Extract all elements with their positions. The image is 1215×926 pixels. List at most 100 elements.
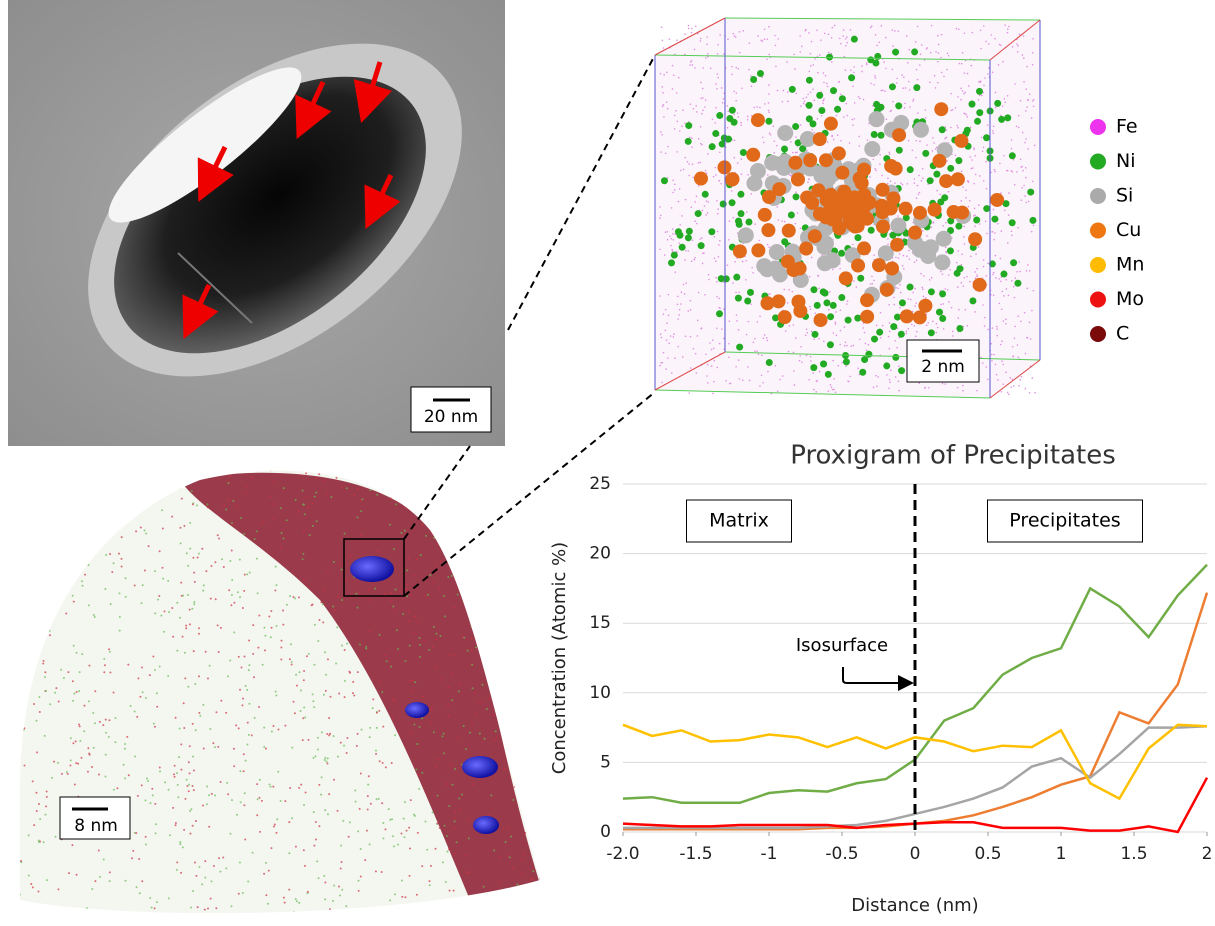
atom-dot <box>248 734 250 736</box>
cu-atom <box>819 153 833 167</box>
atom-dot <box>184 652 186 654</box>
atom-dot <box>64 526 66 528</box>
fe-atom <box>672 192 674 194</box>
fe-atom <box>994 232 996 234</box>
atom-dot <box>259 831 261 833</box>
atom-dot <box>88 753 90 755</box>
fe-atom <box>922 288 924 290</box>
fe-atom <box>697 320 699 322</box>
fe-atom <box>728 320 730 322</box>
atom-dot <box>124 777 126 779</box>
fe-atom <box>674 128 676 130</box>
atom-dot <box>52 463 54 465</box>
atom-dot <box>406 459 408 461</box>
atom-dot <box>77 763 79 765</box>
atom-dot <box>70 759 72 761</box>
fe-atom <box>952 335 954 337</box>
fe-atom <box>713 176 715 178</box>
fe-atom <box>840 330 842 332</box>
fe-atom <box>699 162 701 164</box>
atom-dot <box>104 776 106 778</box>
atom-dot <box>426 849 428 851</box>
fe-atom <box>961 254 963 256</box>
atom-dot <box>418 774 420 776</box>
fe-atom <box>735 366 737 368</box>
atom-dot <box>155 832 157 834</box>
atom-dot <box>422 696 424 698</box>
atom-dot <box>284 800 286 802</box>
atom-dot <box>161 509 163 511</box>
atom-dot <box>302 553 304 555</box>
atom-dot <box>404 896 406 898</box>
ni-atom <box>729 199 736 206</box>
atom-dot <box>43 495 45 497</box>
fe-atom <box>916 259 918 261</box>
atom-dot <box>521 625 523 627</box>
atom-dot <box>198 866 200 868</box>
fe-atom <box>707 53 709 55</box>
fe-atom <box>856 286 858 288</box>
atom-dot <box>45 690 47 692</box>
atom-dot <box>268 615 270 617</box>
fe-atom <box>892 45 894 47</box>
fe-atom <box>908 140 910 142</box>
fe-atom <box>799 355 801 357</box>
fe-atom <box>932 137 934 139</box>
fe-atom <box>777 390 779 392</box>
atom-dot <box>179 841 181 843</box>
fe-atom <box>969 281 971 283</box>
atom-dot <box>447 911 449 913</box>
fe-atom <box>742 30 744 32</box>
fe-atom <box>776 145 778 147</box>
fe-atom <box>663 313 665 315</box>
cu-atom <box>990 193 1004 207</box>
atom-dot <box>202 590 204 592</box>
atom-dot <box>229 833 231 835</box>
fe-atom <box>672 179 674 181</box>
atom-dot <box>19 894 21 896</box>
atom-dot <box>252 852 254 854</box>
atom-dot <box>23 729 25 731</box>
atom-dot <box>276 625 278 627</box>
fe-atom <box>978 99 980 101</box>
atom-dot <box>129 482 131 484</box>
atom-dot <box>127 664 129 666</box>
fe-atom <box>911 324 913 326</box>
atom-dot <box>233 631 235 633</box>
atom-dot <box>452 673 454 675</box>
atom-dot <box>237 591 239 593</box>
atom-dot <box>415 768 417 770</box>
fe-atom <box>1025 202 1027 204</box>
atom-dot <box>462 523 464 525</box>
atom-dot <box>408 557 410 559</box>
atom-dot <box>424 595 426 597</box>
atom-dot <box>317 640 319 642</box>
fe-atom <box>945 251 947 253</box>
atom-dot <box>460 545 462 547</box>
atom-dot <box>298 787 300 789</box>
atom-dot <box>244 574 246 576</box>
cu-atom <box>845 217 859 231</box>
atom-dot <box>355 801 357 803</box>
atom-dot <box>477 702 479 704</box>
atom-dot <box>385 593 387 595</box>
atom-dot <box>98 517 100 519</box>
fe-atom <box>963 93 965 95</box>
fe-atom <box>990 343 992 345</box>
atom-dot <box>23 513 25 515</box>
fe-atom <box>864 332 866 334</box>
fe-atom <box>812 88 814 90</box>
fe-atom <box>661 26 663 28</box>
fe-atom <box>695 25 697 27</box>
atom-dot <box>144 529 146 531</box>
atom-dot <box>349 821 351 823</box>
fe-atom <box>675 110 677 112</box>
fe-atom <box>710 68 712 70</box>
fe-atom <box>1011 230 1013 232</box>
ni-atom <box>1029 217 1036 224</box>
atom-dot <box>208 794 210 796</box>
fe-atom <box>873 280 875 282</box>
fe-atom <box>766 337 768 339</box>
fe-atom <box>915 302 917 304</box>
atom-dot <box>49 634 51 636</box>
